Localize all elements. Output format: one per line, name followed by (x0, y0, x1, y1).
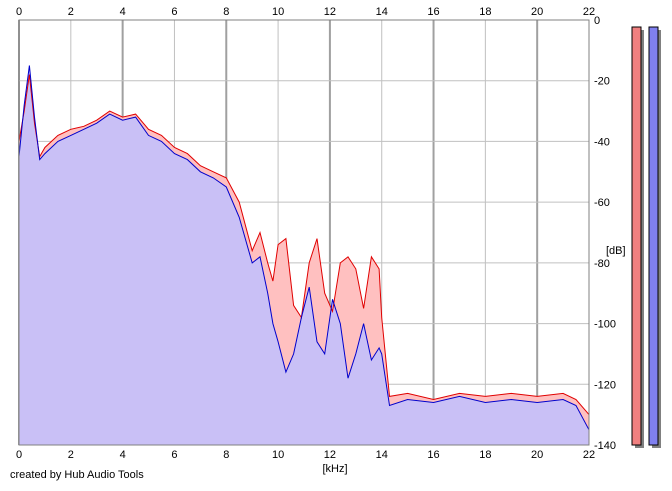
y-tick-label: -80 (594, 258, 610, 270)
series-line-1 (18, 74, 590, 415)
y-tick-label: -20 (594, 76, 610, 88)
x-tick-labels-top: 0 2 4 6 8 10 12 14 16 18 20 22 (16, 6, 595, 18)
x-tick-label-top: 14 (376, 6, 388, 18)
credit-text: created by Hub Audio Tools (10, 469, 144, 481)
x-tick-label-bottom: 14 (376, 449, 388, 461)
spectrum-lines (18, 65, 590, 431)
x-tick-label-bottom: 22 (583, 449, 595, 461)
x-tick-label-top: 0 (16, 6, 22, 18)
x-tick-label-bottom: 0 (16, 449, 22, 461)
x-tick-label-bottom: 16 (427, 449, 439, 461)
level-meters (631, 26, 661, 448)
y-axis-label: [dB] (606, 245, 626, 257)
x-tick-labels-bottom: 0 2 4 6 8 10 12 14 16 18 20 22 (16, 449, 595, 461)
x-tick-label-top: 12 (324, 6, 336, 18)
x-tick-label-top: 6 (171, 6, 177, 18)
x-tick-label-top: 18 (479, 6, 491, 18)
y-tick-labels: 0 -20 -40 -60 -80 -100 -120 -140 (594, 15, 616, 452)
y-tick-label: -140 (594, 440, 616, 452)
y-tick-label: 0 (594, 15, 600, 27)
y-tick-label: -120 (594, 379, 616, 391)
x-tick-label-top: 16 (427, 6, 439, 18)
x-tick-label-bottom: 20 (531, 449, 543, 461)
spectrum-areas (19, 65, 589, 445)
x-tick-label-bottom: 12 (324, 449, 336, 461)
x-axis-label: [kHz] (322, 463, 347, 475)
y-tick-label: -60 (594, 197, 610, 209)
y-tick-label: -100 (594, 319, 616, 331)
x-tick-label-bottom: 8 (223, 449, 229, 461)
plot-frame (18, 19, 590, 446)
x-tick-label-bottom: 2 (68, 449, 74, 461)
x-tick-label-top: 4 (120, 6, 126, 18)
x-tick-label-bottom: 4 (120, 449, 126, 461)
level-meter-1 (631, 26, 642, 446)
x-tick-label-bottom: 10 (272, 449, 284, 461)
y-tick-label: -40 (594, 136, 610, 148)
x-tick-label-top: 2 (68, 6, 74, 18)
x-tick-label-bottom: 6 (171, 449, 177, 461)
series-area-2 (19, 65, 589, 445)
x-tick-label-top: 8 (223, 6, 229, 18)
series-line-2 (18, 65, 590, 431)
level-meter-2 (648, 26, 659, 446)
x-tick-label-top: 10 (272, 6, 284, 18)
x-tick-label-top: 20 (531, 6, 543, 18)
x-tick-label-bottom: 18 (479, 449, 491, 461)
x-tick-label-top: 22 (583, 6, 595, 18)
